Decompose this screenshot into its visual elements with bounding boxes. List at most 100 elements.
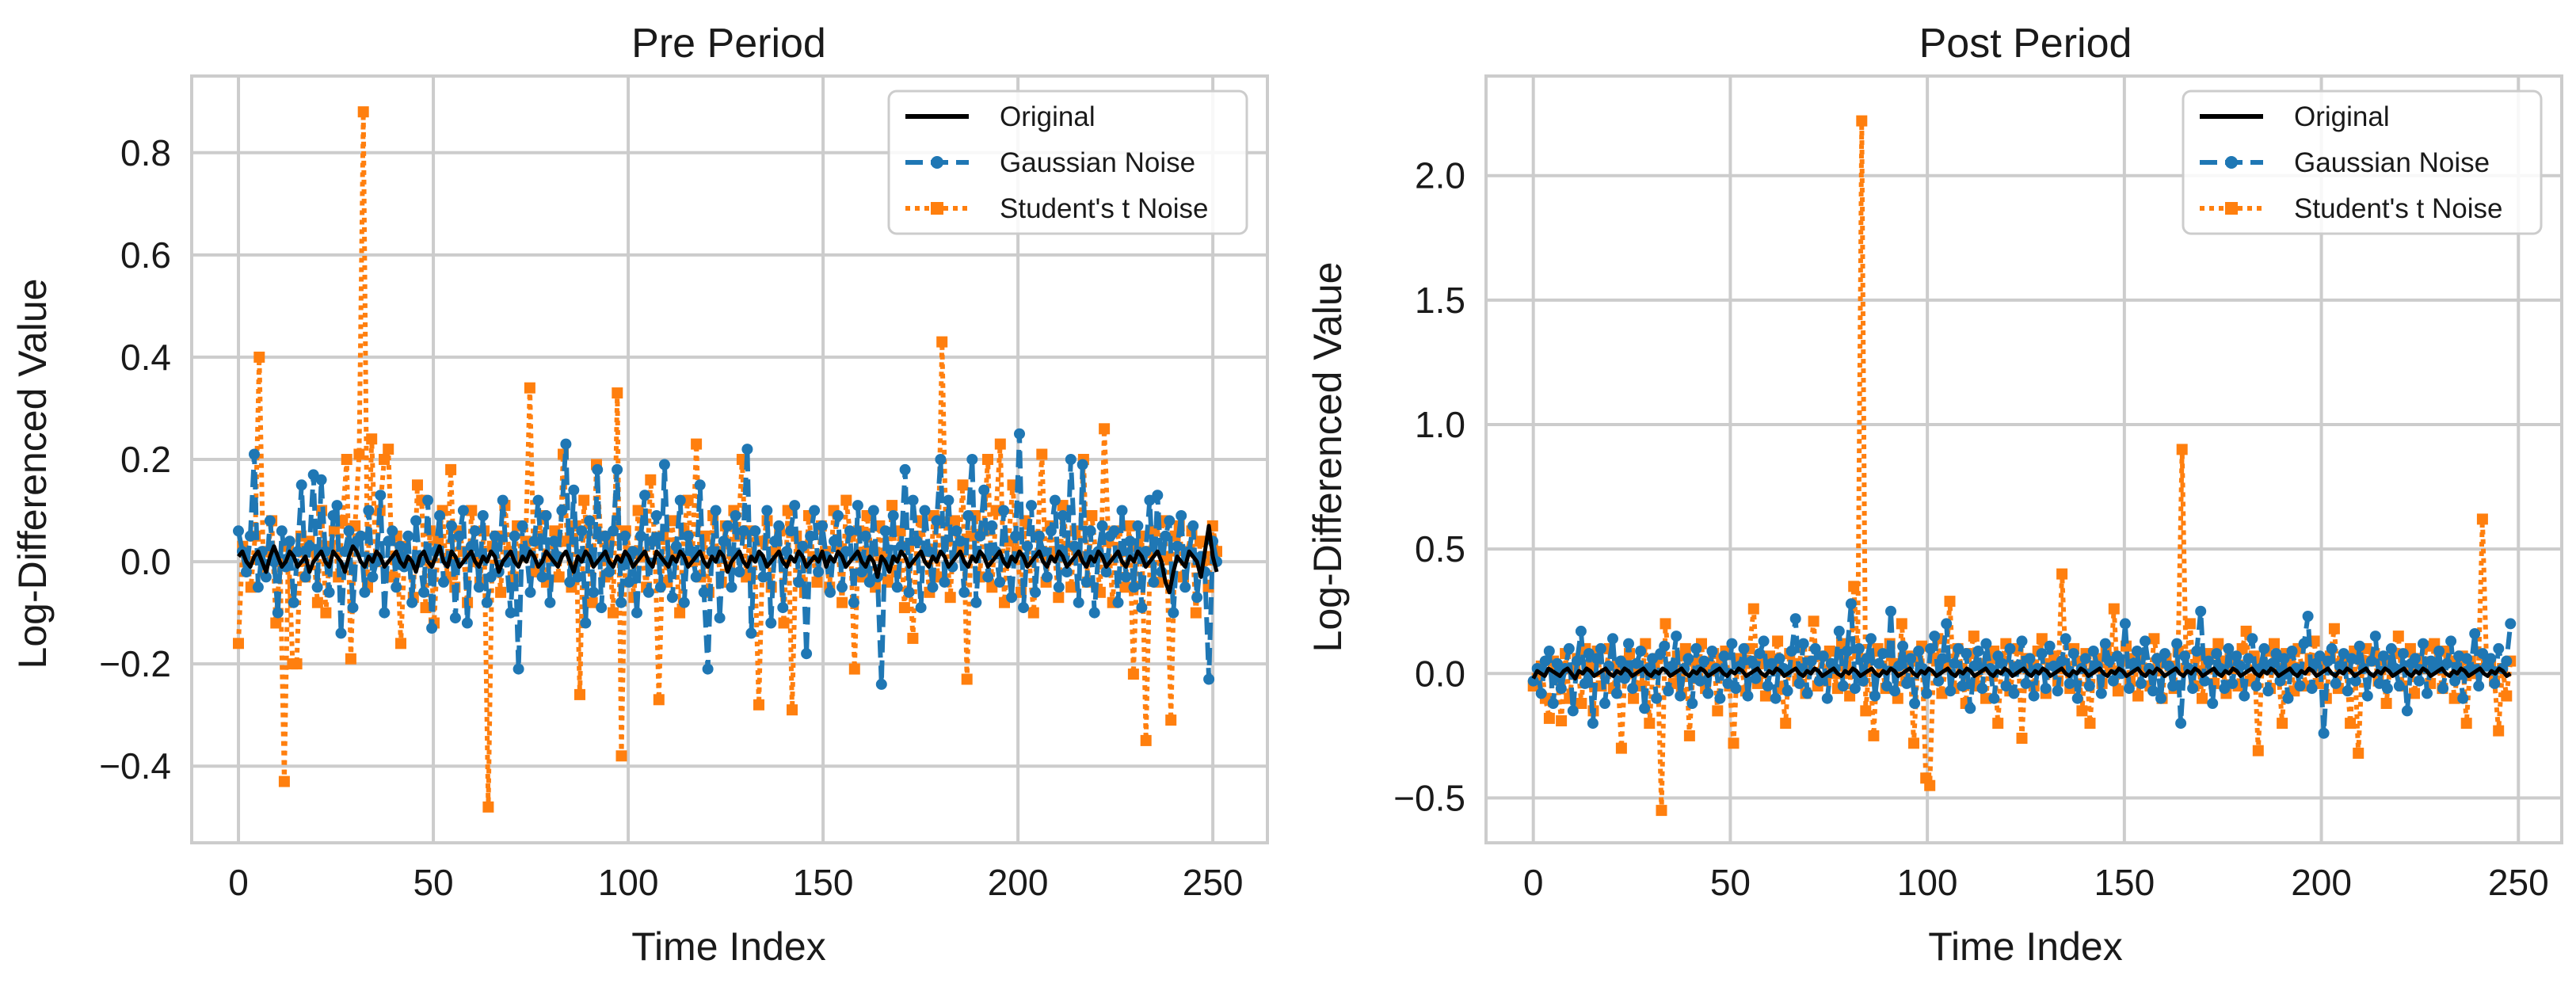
post-period-gaussian-noise-point bbox=[2353, 640, 2365, 652]
pre-period-gaussian-noise-point bbox=[943, 494, 955, 506]
pre-period-gaussian-noise-point bbox=[1100, 566, 1112, 577]
pre-period-gaussian-noise-point bbox=[805, 530, 817, 542]
post-period-gaussian-noise-point bbox=[1980, 638, 1992, 650]
post-period-student-s-t-noise-point bbox=[2197, 692, 2208, 704]
pre-period-gaussian-noise-point bbox=[516, 520, 528, 532]
pre-period-gaussian-noise-point bbox=[690, 571, 702, 583]
pre-period-gaussian-noise-point bbox=[1088, 607, 1100, 619]
pre-period-gaussian-noise-point bbox=[1152, 490, 1164, 501]
post-period-gaussian-noise-point bbox=[2469, 628, 2481, 639]
pre-period-student-s-t-noise-point bbox=[608, 607, 619, 619]
post-period-y-tick-label: 1.5 bbox=[1415, 280, 1465, 321]
post-period-gaussian-noise-point bbox=[2461, 653, 2473, 665]
pre-period-gaussian-noise-point bbox=[789, 500, 801, 512]
pre-period-student-s-t-noise-point bbox=[1190, 607, 1202, 619]
pre-period-gaussian-noise-point bbox=[642, 586, 654, 598]
pre-period-gaussian-noise-point bbox=[295, 479, 307, 491]
pre-period-gaussian-noise-point bbox=[465, 540, 477, 552]
pre-period-student-s-t-noise-point bbox=[898, 602, 910, 614]
post-period-student-s-t-noise-point bbox=[1628, 692, 1640, 704]
pre-period-gaussian-noise-point bbox=[446, 520, 457, 532]
pre-period-student-s-t-noise-point bbox=[445, 463, 457, 475]
post-period-gaussian-noise-point bbox=[2369, 631, 2381, 642]
pre-period-gaussian-noise-point bbox=[449, 612, 461, 624]
post-period-student-s-t-noise-point bbox=[1683, 730, 1695, 741]
pre-period-gaussian-noise-point bbox=[1140, 546, 1152, 558]
pre-period-gaussian-noise-point bbox=[245, 530, 256, 542]
post-period-gaussian-noise-point bbox=[2258, 642, 2270, 654]
post-period-gaussian-noise-point bbox=[2095, 688, 2107, 699]
pre-period-gaussian-noise-point bbox=[879, 525, 891, 537]
post-period-gaussian-noise-point bbox=[1881, 680, 1892, 692]
post-period-gaussian-noise-point bbox=[1543, 646, 1555, 657]
pre-period-student-s-t-noise-point bbox=[233, 638, 244, 650]
pre-period-student-s-t-noise-point bbox=[311, 596, 323, 608]
pre-period-gaussian-noise-point bbox=[1187, 520, 1199, 532]
pre-period-gaussian-noise-point bbox=[260, 571, 272, 583]
pre-period-student-s-t-noise-point bbox=[495, 586, 507, 598]
post-period-student-s-t-noise-point bbox=[2176, 444, 2188, 455]
post-period-gaussian-noise-point bbox=[2131, 646, 2143, 657]
pre-period-gaussian-noise-point bbox=[426, 623, 438, 634]
post-period-gaussian-noise-point bbox=[2000, 680, 2012, 692]
post-period-gaussian-noise-point bbox=[1813, 675, 1825, 687]
pre-period-gaussian-noise-point bbox=[765, 617, 777, 629]
post-period-gaussian-noise-point bbox=[1615, 655, 1626, 667]
post-period-gaussian-noise-point bbox=[2020, 677, 2032, 689]
post-period-gaussian-noise-point bbox=[2179, 650, 2191, 662]
pre-period-gaussian-noise-point bbox=[757, 571, 769, 583]
post-period-gaussian-noise-point bbox=[1567, 705, 1579, 717]
pre-period-gaussian-noise-point bbox=[718, 535, 730, 547]
post-period-student-s-t-noise-point bbox=[2212, 638, 2224, 650]
post-period-gaussian-noise-point bbox=[1623, 638, 1634, 650]
pre-period-gaussian-noise-point bbox=[793, 576, 805, 588]
post-period-student-s-t-noise-point bbox=[1868, 730, 1880, 741]
post-period-gaussian-noise-point bbox=[2373, 677, 2385, 689]
post-period-gaussian-noise-point bbox=[1627, 683, 1639, 695]
post-period-gaussian-noise-point bbox=[1949, 657, 1961, 669]
post-period-gaussian-noise-point bbox=[2485, 653, 2497, 665]
pre-period-student-s-t-noise-point bbox=[753, 699, 764, 711]
pre-period-gaussian-noise-point bbox=[801, 648, 813, 660]
pre-period-student-s-t-noise-point bbox=[682, 494, 694, 506]
pre-period-gaussian-noise-point bbox=[777, 602, 789, 614]
post-period-student-s-t-noise-point bbox=[2132, 690, 2144, 702]
post-period-student-s-t-noise-point bbox=[2409, 688, 2420, 699]
pre-period-gaussian-noise-point bbox=[674, 494, 686, 506]
post-period-gaussian-noise-point bbox=[2282, 692, 2294, 704]
pre-period-student-s-t-noise-point bbox=[936, 336, 948, 348]
post-period-gaussian-noise-point bbox=[1964, 703, 1976, 714]
pre-period-student-s-t-noise-point bbox=[253, 351, 265, 363]
post-period-gaussian-noise-point bbox=[2501, 655, 2513, 667]
post-period-gaussian-noise-point bbox=[2087, 646, 2099, 657]
pre-period-gaussian-noise-point bbox=[958, 586, 970, 598]
post-period-gaussian-noise-point bbox=[1758, 635, 1770, 647]
post-period-gaussian-noise-point bbox=[1682, 653, 1694, 665]
post-period-gaussian-noise-point bbox=[1698, 655, 1710, 667]
pre-period-y-tick-label: 0.2 bbox=[120, 439, 171, 480]
pre-period-gaussian-noise-point bbox=[327, 510, 339, 521]
pre-period-x-tick-label: 200 bbox=[988, 862, 1049, 903]
pre-period-gaussian-noise-point bbox=[347, 602, 359, 614]
pre-period-student-s-t-noise-point bbox=[674, 607, 686, 619]
post-period-gaussian-noise-point bbox=[1587, 718, 1599, 730]
post-period-student-s-t-noise-point bbox=[1644, 718, 1656, 730]
post-period-legend-gaussian-label: Gaussian Noise bbox=[2294, 147, 2490, 178]
pre-period-gaussian-noise-point bbox=[568, 484, 580, 496]
post-period-original-line bbox=[1531, 666, 2512, 681]
post-period-gaussian-noise-point bbox=[2040, 683, 2052, 695]
pre-period-gaussian-noise-point bbox=[331, 500, 343, 512]
post-period-gaussian-noise-point bbox=[2457, 692, 2469, 704]
pre-period-student-s-t-noise-point bbox=[1123, 520, 1135, 532]
post-period-gaussian-noise-point bbox=[2227, 677, 2239, 689]
post-period-gaussian-noise-point bbox=[1563, 642, 1575, 654]
pre-period-gaussian-noise-point bbox=[524, 586, 536, 598]
pre-period-gaussian-noise-point bbox=[1030, 586, 1041, 598]
pre-period-gaussian-noise-point bbox=[1112, 596, 1124, 608]
post-period-gaussian-noise-point bbox=[2056, 655, 2067, 667]
post-period-gaussian-noise-point bbox=[2493, 642, 2505, 654]
post-period-gaussian-noise-point bbox=[2151, 653, 2163, 665]
pre-period-student-s-t-noise-point bbox=[949, 515, 960, 527]
post-period-gaussian-noise-point bbox=[2063, 677, 2075, 689]
post-period-gaussian-noise-point bbox=[1714, 692, 1726, 704]
